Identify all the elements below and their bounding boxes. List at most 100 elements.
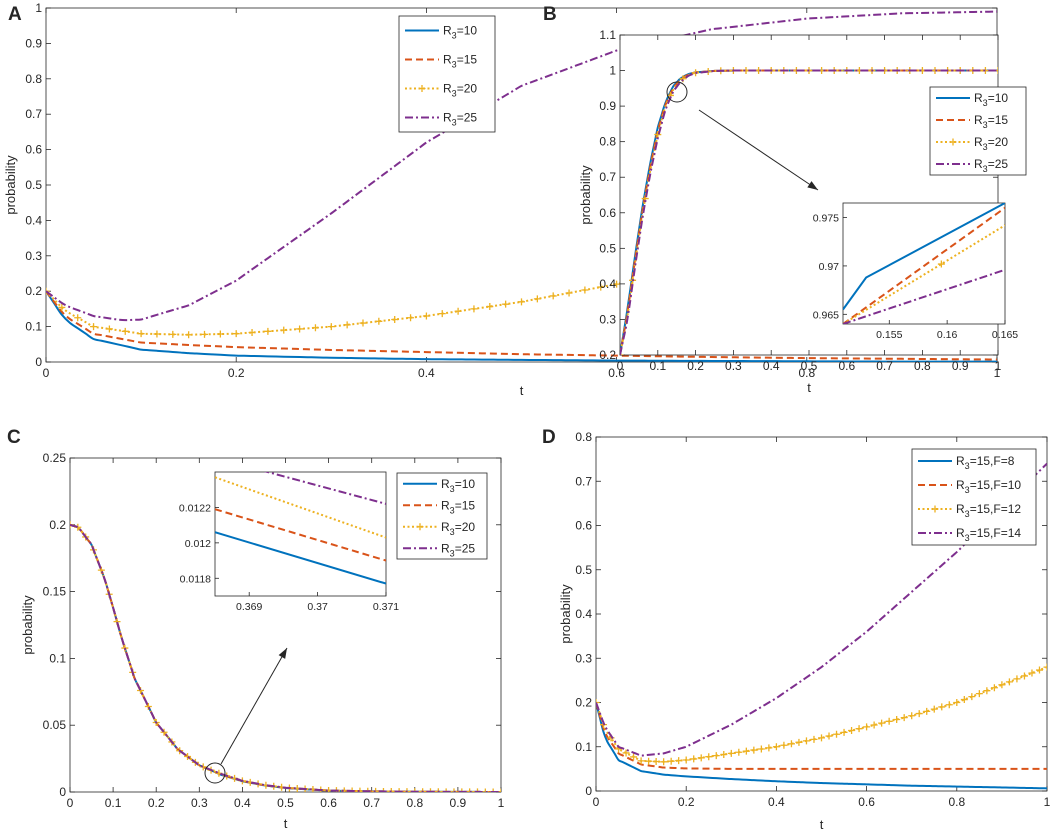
series-marker [682,756,690,764]
series-marker [848,727,856,735]
series-marker [565,289,573,297]
series-marker [74,314,82,322]
legend-label-sub: 3 [965,485,970,495]
legend-entry: R3=20 [403,520,475,537]
y-tick-label: 0.9 [25,36,42,50]
y-tick-label: 0.3 [599,312,616,326]
x-tick-label: 0.7 [363,796,380,810]
y-tick-label: 0.7 [25,107,42,121]
legend-entry: R3=15 [403,498,475,515]
legend-label: R3=10 [443,24,477,41]
legend-label-rest: =10 [455,477,476,491]
series-marker [705,753,713,761]
series-marker [675,757,683,765]
legend-label-rest: =15 [988,113,1009,127]
series-marker [742,747,750,755]
inset-y-tick-label: 0.012 [185,538,211,550]
legend-label: R3=15 [974,113,1008,130]
legend-label-sub: 3 [452,60,457,70]
series-marker [1035,666,1043,674]
series-marker [90,323,98,331]
x-tick-label: 0.7 [876,359,893,373]
series-marker [137,330,145,338]
inset-x-tick-label: 0.369 [236,601,262,613]
series-marker [727,749,735,757]
legend-entry: R3=10 [403,477,475,494]
legend-label-rest: =25 [455,541,476,555]
series-marker [787,740,795,748]
series-marker [654,131,662,139]
legend-label-sub: 3 [965,509,970,519]
series-marker [466,788,474,792]
series-marker [454,307,462,315]
legend-label-main: R [956,454,965,468]
legend-marker [418,85,426,92]
series-marker [58,303,66,311]
series-marker [697,754,705,762]
y-tick-label: 0.4 [575,607,592,621]
legend-marker [931,505,939,513]
series-line [596,702,1047,770]
legend-label: R3=25 [441,541,475,558]
series-marker [470,305,478,313]
series-marker [953,699,961,706]
inset-y-tick-label: 0.0118 [180,573,211,585]
series-marker [825,732,833,740]
legend-label-sub: 3 [983,164,988,174]
y-tick-label: 0.1 [49,651,66,665]
series-marker [795,738,803,746]
legend-label: R3=20 [443,82,477,99]
legend-label-sub: 3 [983,142,988,152]
series-marker [833,730,841,738]
series-marker [908,712,916,720]
legend-label: R3=15,F=12 [956,502,1021,519]
inset-y-tick-label: 0.965 [813,309,839,321]
legend-box [911,448,1037,546]
series-marker [359,319,367,327]
legend-label-sub: 3 [983,120,988,130]
legend-entry: R3=15,F=12 [918,502,1021,519]
inset: 0.155 0.16 0.165 0.965 0.97 0.975 [666,81,1018,341]
inset-x-tick-label: 0.165 [992,329,1018,341]
legend-label: R3=15,F=8 [956,454,1015,471]
zoom-arrow [220,647,288,765]
y-tick-label: 0.05 [43,718,67,732]
legend-label-sub: 3 [452,31,457,41]
y-tick-label: 0.6 [575,519,592,533]
series-marker [486,303,494,311]
series-marker [596,699,600,706]
x-tick-label: 0.8 [948,795,965,809]
legend-label-rest: =25 [457,111,478,125]
legend-label: R3=15,F=10 [956,478,1021,495]
legend-label: R3=15,F=14 [956,526,1021,543]
series-marker [153,330,161,338]
series-marker [264,327,272,335]
x-tick-label: 1 [994,366,1001,380]
x-axis-label: t [820,817,824,832]
inset-series-line [263,472,386,505]
x-tick-label: 0.4 [763,359,780,373]
series-marker [750,746,758,754]
series-marker [863,723,871,731]
x-tick-label: 0.3 [725,359,742,373]
y-tick-label: 1.1 [599,28,616,42]
x-tick-label: 0.1 [105,796,122,810]
series-marker [630,753,638,761]
y-tick-label: 0.1 [25,320,42,334]
zoom-circle [666,81,688,103]
series-marker [169,330,177,338]
series-marker [533,295,541,303]
inset-series-line [215,508,386,562]
series-marker [983,687,991,695]
legend-label-main: R [441,477,450,491]
legend-label: R3=10 [441,477,475,494]
x-tick-label: 1 [498,796,505,810]
x-tick-label: 0.3 [191,796,208,810]
inset-y-tick-label: 0.0122 [179,502,211,514]
y-tick-label: 0.5 [599,241,616,255]
legend-label-rest: =15,F=12 [970,502,1022,516]
series-marker [735,748,743,756]
zoom-arrow-head [807,181,818,190]
legend-entry: R3=10 [405,24,477,41]
series-marker [1028,669,1036,677]
